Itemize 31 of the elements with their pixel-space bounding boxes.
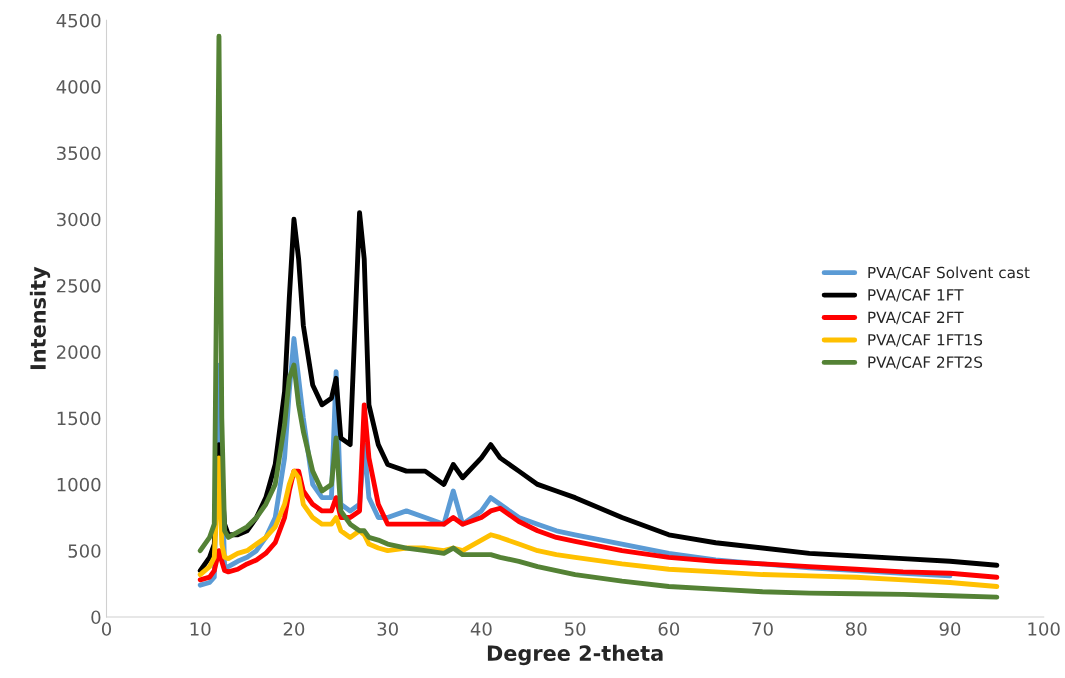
y-tick-label: 0 — [91, 610, 101, 625]
legend-label: PVA/CAF 2FT — [868, 311, 964, 325]
legend-label: PVA/CAF 2FT2S — [868, 356, 983, 370]
x-tick-label: 30 — [377, 622, 398, 636]
x-tick-label: 20 — [283, 622, 305, 636]
x-tick-label: 10 — [190, 622, 211, 636]
y-tick-label: 4000 — [56, 80, 101, 94]
x-tick-label: 80 — [846, 622, 867, 636]
x-tick-label: 70 — [752, 622, 773, 636]
x-tick-label: 0 — [101, 622, 112, 636]
x-tick-label: 100 — [1028, 622, 1060, 636]
y-tick-label: 3000 — [57, 212, 101, 227]
legend-label: PVA/CAF 1FT1S — [868, 333, 983, 347]
x-axis-title: Degree 2-theta — [487, 644, 663, 666]
x-tick-label: 40 — [470, 622, 492, 636]
y-tick-label: 2000 — [57, 345, 101, 359]
y-tick-label: 2500 — [57, 278, 101, 293]
y-tick-label: 1000 — [57, 477, 101, 492]
legend-label: PVA/CAF Solvent cast — [868, 266, 1030, 280]
line-series — [197, 455, 1000, 589]
line-series — [197, 402, 1000, 583]
y-tick-label: 3500 — [57, 146, 101, 161]
y-tick-label: 500 — [68, 544, 101, 558]
x-tick-label: 90 — [939, 622, 961, 636]
legend-label: PVA/CAF 1FT — [868, 289, 964, 302]
y-tick-label: 4500 — [56, 13, 101, 28]
x-tick-label: 60 — [658, 622, 680, 636]
y-tick-label: 1500 — [57, 411, 101, 426]
line-series — [197, 33, 1000, 600]
y-axis-title: Intensity — [29, 266, 51, 370]
x-tick-label: 50 — [565, 622, 586, 636]
